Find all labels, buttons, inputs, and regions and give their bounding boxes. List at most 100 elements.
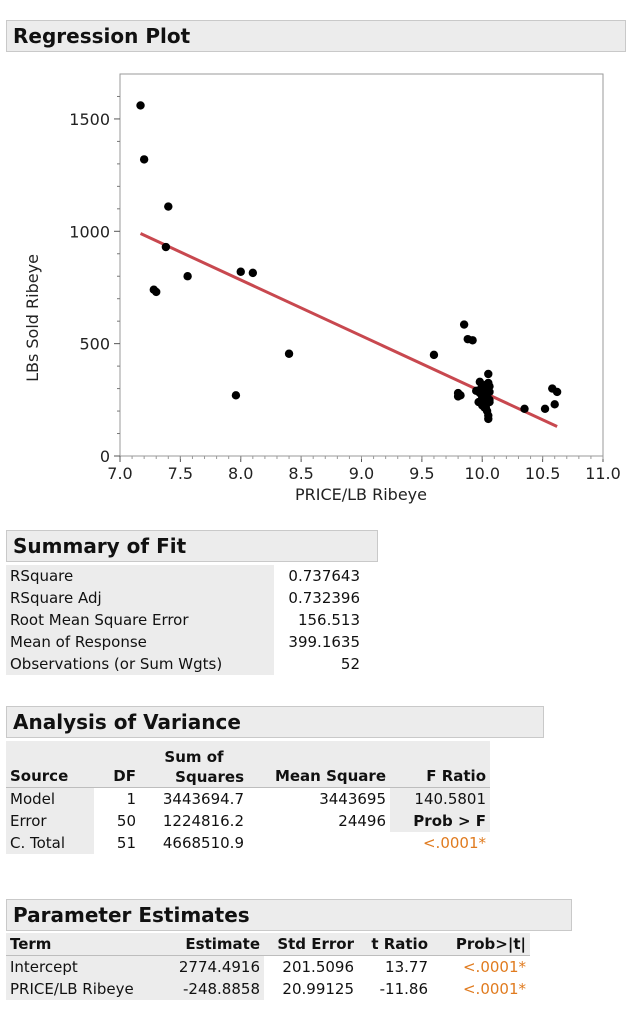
- col-sum-of-squares: Sum of Squares: [140, 741, 248, 788]
- data-point: [139, 155, 149, 164]
- anova-row: Error 50 1224816.2 24496 Prob > F: [6, 810, 490, 832]
- estimate-stderr: 20.99125: [282, 980, 354, 998]
- anova-row: Model 1 3443694.7 3443695 140.5801: [6, 787, 490, 810]
- fit-row: Observations (or Sum Wgts) 52: [6, 653, 366, 675]
- fit-row: Mean of Response 399.1635: [6, 631, 366, 653]
- estimate-term: PRICE/LB Ribeye: [6, 978, 164, 1000]
- x-tick-label: 9.0: [349, 464, 374, 483]
- anova-ms: 24496: [338, 812, 386, 830]
- fit-value: 399.1635: [288, 633, 360, 651]
- y-axis-ticks: 0 500 1000 1500: [69, 95, 120, 466]
- fit-value: 52: [340, 655, 360, 673]
- estimate-p-value: <.0001*: [462, 958, 526, 976]
- fit-label: Observations (or Sum Wgts): [6, 653, 274, 675]
- estimate-stderr: 201.5096: [282, 958, 354, 976]
- anova-ms: [248, 832, 390, 854]
- data-point: [248, 268, 258, 278]
- data-point: [161, 242, 171, 252]
- estimate-value: 2774.4916: [164, 955, 264, 978]
- estimate-t-ratio: 13.77: [385, 958, 428, 976]
- anova-ss: 4668510.9: [162, 834, 244, 852]
- fit-label: RSquare: [6, 565, 274, 587]
- col-term: Term: [6, 933, 164, 956]
- data-point: [284, 349, 294, 358]
- anova-row: C. Total 51 4668510.9 <.0001*: [6, 832, 490, 854]
- data-point: [152, 287, 161, 297]
- col-source: Source: [6, 741, 94, 788]
- estimate-row: Intercept 2774.4916 201.5096 13.77 <.0001*: [6, 955, 530, 978]
- col-prob-t: Prob>|t|: [432, 933, 530, 956]
- x-tick-label: 9.5: [409, 464, 434, 483]
- x-tick-label: 11.0: [585, 464, 621, 483]
- col-f-ratio: F Ratio: [390, 741, 490, 788]
- data-point: [236, 267, 245, 276]
- y-tick-label: 0: [100, 447, 110, 466]
- fit-label: Root Mean Square Error: [6, 609, 274, 631]
- fit-value: 0.732396: [288, 589, 360, 607]
- data-point: [183, 272, 192, 281]
- col-sum-of-squares-bottom: Squares: [175, 768, 244, 786]
- data-point: [540, 404, 550, 414]
- estimate-p-value: <.0001*: [462, 980, 526, 998]
- estimate-term: Intercept: [6, 955, 164, 978]
- regression-plot-header[interactable]: Regression Plot: [6, 20, 626, 52]
- fit-row: RSquare Adj 0.732396: [6, 587, 366, 609]
- col-df: DF: [94, 741, 140, 788]
- y-tick-label: 500: [79, 335, 110, 354]
- parameter-estimates-table: Term Estimate Std Error t Ratio Prob>|t|…: [6, 933, 530, 1000]
- col-sum-of-squares-top: Sum of: [164, 748, 224, 766]
- summary-of-fit-header[interactable]: Summary of Fit: [6, 530, 378, 562]
- data-point: [552, 387, 562, 397]
- anova-df: 1: [126, 790, 136, 808]
- plot-frame: [119, 73, 604, 457]
- anova-f: Prob > F: [390, 810, 490, 832]
- anova-header[interactable]: Analysis of Variance: [6, 706, 544, 738]
- estimate-t-ratio: -11.86: [379, 980, 428, 998]
- data-point: [485, 397, 494, 407]
- col-mean-square: Mean Square: [248, 741, 390, 788]
- parameter-estimates-header[interactable]: Parameter Estimates: [6, 899, 572, 931]
- col-t-ratio: t Ratio: [358, 933, 432, 956]
- anova-source: C. Total: [6, 832, 94, 854]
- fit-label: Mean of Response: [6, 631, 274, 653]
- data-point: [453, 392, 463, 401]
- data-point: [136, 101, 145, 110]
- col-estimate: Estimate: [164, 933, 264, 956]
- data-point: [459, 320, 469, 329]
- x-tick-label: 7.5: [168, 464, 193, 483]
- fit-row: RSquare 0.737643: [6, 565, 366, 587]
- anova-ms: 3443695: [319, 790, 386, 808]
- data-point: [484, 369, 493, 379]
- anova-f: 140.5801: [390, 787, 490, 810]
- fit-label: RSquare Adj: [6, 587, 274, 609]
- x-tick-label: 8.0: [228, 464, 253, 483]
- anova-f: <.0001*: [422, 834, 486, 852]
- x-tick-label: 10.0: [464, 464, 500, 483]
- y-tick-label: 1000: [69, 222, 110, 241]
- data-point: [478, 384, 487, 393]
- x-tick-label: 7.0: [107, 464, 132, 483]
- data-point: [468, 336, 477, 345]
- anova-source: Error: [6, 810, 94, 832]
- summary-of-fit-table: RSquare 0.737643 RSquare Adj 0.732396 Root M…: [6, 565, 366, 675]
- data-point: [520, 404, 529, 414]
- fit-value: 156.513: [297, 611, 360, 629]
- anova-ss: 1224816.2: [162, 812, 244, 830]
- x-tick-label: 8.5: [288, 464, 313, 483]
- fit-row: Root Mean Square Error 156.513: [6, 609, 366, 631]
- anova-df: 50: [116, 812, 136, 830]
- data-point: [484, 414, 493, 424]
- estimate-value: -248.8858: [164, 978, 264, 1000]
- y-tick-label: 1500: [69, 110, 110, 129]
- data-point: [550, 400, 559, 409]
- regression-scatter-plot: 0 500 1000 1500 7.0 7.5 8.0 8.5 9.0 9.5 10.0 10.5 1…: [23, 73, 621, 504]
- anova-ss: 3443694.7: [162, 790, 244, 808]
- x-axis-ticks: 7.0 7.5 8.0 8.5 9.0 9.5 10.0 10.5 11.0: [107, 456, 621, 483]
- data-point: [164, 202, 173, 211]
- y-axis-label: LBs Sold Ribeye: [23, 254, 42, 382]
- estimate-row: PRICE/LB Ribeye -248.8858 20.99125 -11.86 <.…: [6, 978, 530, 1000]
- anova-table: Source DF Sum of Squares Mean Square F R…: [6, 741, 490, 854]
- x-tick-label: 10.5: [525, 464, 561, 483]
- data-point: [429, 350, 439, 360]
- fit-value: 0.737643: [288, 567, 360, 585]
